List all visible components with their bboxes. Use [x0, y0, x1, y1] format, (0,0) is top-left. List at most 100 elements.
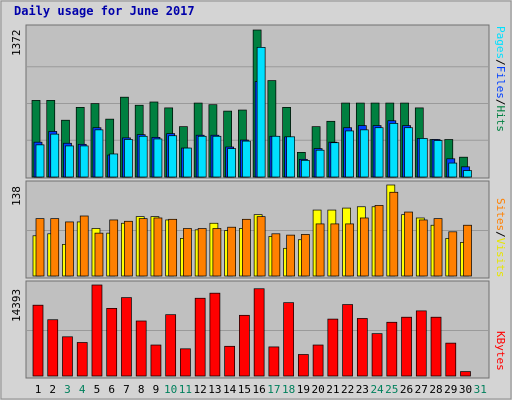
- legend-pages: Pages: [494, 26, 507, 60]
- x-axis-day-label: 17: [267, 383, 280, 396]
- pages-bar: [330, 142, 340, 178]
- sites-bar: [286, 234, 295, 277]
- x-axis-day-label: 27: [415, 383, 428, 396]
- pages-bar: [359, 129, 369, 178]
- kbytes-bar: [401, 316, 412, 377]
- x-axis-day-label: 31: [474, 383, 487, 396]
- sites-bar: [359, 217, 369, 277]
- kbytes-bar: [386, 321, 398, 377]
- x-axis-day-label: 25: [385, 383, 398, 396]
- pages-bar: [197, 135, 207, 178]
- pages-bar: [153, 138, 163, 178]
- x-axis-day-label: 10: [164, 383, 177, 396]
- kbytes-bar: [194, 297, 206, 377]
- kbytes-bar: [209, 292, 221, 377]
- sites-bar: [330, 223, 340, 277]
- kbytes-ymax-label: 14393: [10, 288, 23, 322]
- x-axis-day-label: 14: [223, 383, 237, 396]
- sites-bar: [124, 220, 133, 277]
- pages-bar: [271, 135, 281, 178]
- sites-bar: [153, 217, 163, 277]
- kbytes-bar: [165, 314, 177, 377]
- x-axis-day-label: 18: [282, 383, 295, 396]
- pages-bar: [50, 133, 60, 178]
- pages-bar: [345, 130, 354, 178]
- sites-bar: [138, 218, 148, 277]
- pages-bar: [138, 135, 148, 178]
- x-axis-day-label: 23: [356, 383, 369, 396]
- kbytes-bar: [106, 307, 118, 377]
- pages-bar: [315, 149, 325, 178]
- pages-bar: [227, 148, 236, 178]
- pages-bar: [168, 135, 178, 178]
- kbytes-bar: [32, 304, 44, 377]
- sites-bar: [183, 228, 192, 277]
- pages-bar: [212, 135, 222, 178]
- sites-bar: [256, 216, 266, 277]
- sites-bar: [227, 226, 236, 277]
- kbytes-legend: KBytes: [494, 331, 507, 371]
- kbytes-bar: [327, 318, 339, 377]
- pages-bar: [374, 127, 384, 178]
- x-axis-day-label: 26: [400, 383, 413, 396]
- pages-bar: [65, 145, 74, 178]
- kbytes-bar: [224, 345, 235, 377]
- x-axis-day-label: 15: [238, 383, 251, 396]
- pages-bar: [242, 140, 251, 178]
- pages-bar: [301, 160, 310, 178]
- legend-hits: Hits: [494, 105, 507, 133]
- sites-bar: [389, 191, 399, 277]
- pages-bar: [109, 153, 119, 178]
- sites-bar: [404, 211, 413, 277]
- sites-bar: [418, 219, 428, 277]
- kbytes-bar: [135, 320, 147, 377]
- pages-bar: [183, 147, 192, 178]
- kbytes-bar: [445, 342, 457, 377]
- kbytes-bar: [430, 316, 442, 377]
- x-axis-day-label: 29: [444, 383, 457, 396]
- pages-bar: [418, 138, 428, 178]
- sites-bar: [109, 219, 119, 277]
- x-axis-day-label: 12: [194, 383, 207, 396]
- sites-bar: [94, 232, 104, 277]
- kbytes-bar: [91, 284, 103, 377]
- hits-ymax-label: 1372: [10, 29, 23, 57]
- sites-bar: [197, 228, 207, 277]
- kbytes-bar: [283, 302, 294, 377]
- kbytes-bar: [180, 348, 191, 377]
- pages-bar: [35, 144, 45, 178]
- x-axis-day-label: 5: [94, 383, 101, 396]
- x-axis-day-label: 21: [326, 383, 339, 396]
- pages-bar: [448, 162, 458, 178]
- x-axis-day-label: 24: [370, 383, 384, 396]
- kbytes-bar: [121, 297, 132, 377]
- pages-bar: [94, 129, 104, 178]
- x-axis-day-label: 13: [208, 383, 221, 396]
- kbytes-bar: [298, 354, 309, 377]
- sites-bar: [345, 223, 354, 277]
- sites-bar: [79, 215, 89, 277]
- sites-bar: [50, 218, 60, 277]
- legend-kbytes: KBytes: [494, 331, 507, 371]
- sites-bar: [315, 223, 325, 277]
- x-axis-day-label: 7: [123, 383, 130, 396]
- x-axis-day-label: 4: [79, 383, 86, 396]
- x-axis-day-label: 28: [429, 383, 442, 396]
- kbytes-bar: [47, 319, 59, 377]
- sites-bar: [212, 228, 222, 277]
- pages-bar: [433, 140, 443, 178]
- kbytes-bar: [253, 288, 265, 377]
- visits-legend: Sites/Visits: [494, 198, 507, 278]
- pages-bar: [79, 145, 89, 178]
- x-axis-day-label: 11: [179, 383, 192, 396]
- legend-sep: /: [494, 59, 507, 66]
- pages-bar: [124, 139, 133, 178]
- sites-bar: [242, 218, 251, 277]
- kbytes-bar: [76, 342, 88, 377]
- hits-legend: Pages/Files/Hits: [494, 26, 507, 132]
- sites-bar: [433, 218, 443, 277]
- kbytes-bar: [356, 318, 368, 377]
- x-axis-day-label: 16: [253, 383, 266, 396]
